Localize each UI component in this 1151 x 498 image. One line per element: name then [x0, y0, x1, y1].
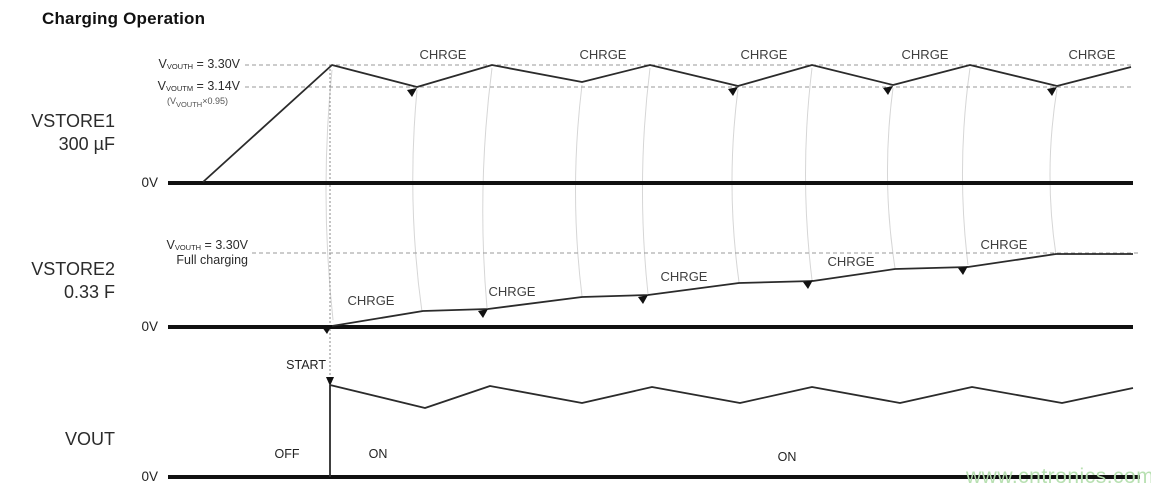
vstore1-ref-high-label: VVOUTH = 3.30V: [100, 57, 240, 72]
vstore1-waveform: [202, 64, 1132, 183]
vstore1-ref-mid-label: VVOUTM = 3.14V: [100, 79, 240, 94]
full-charging-label: Full charging: [176, 253, 248, 267]
vstore2-ref-label: VVOUTH = 3.30V Full charging: [108, 238, 248, 268]
vstore1-signal-name: VSTORE1 300 µF: [20, 110, 115, 155]
vstore2-signal-name: VSTORE2 0.33 F: [20, 258, 115, 303]
vout-name: VOUT: [64, 429, 115, 449]
v2-ref-sub: VOUTH: [174, 242, 202, 252]
charge-arrow-icon: [322, 325, 332, 334]
vout-zero-label: 0V: [141, 469, 158, 484]
charge-arrow-icon: [728, 87, 738, 96]
chrge-label-vstore1: CHRGE: [1068, 47, 1116, 62]
vstore2-zero-label: 0V: [141, 319, 158, 334]
note-pre: (V: [166, 96, 176, 106]
ref-mid-sub: VOUTM: [165, 83, 194, 93]
chrge-label-vstore2: CHRGE: [980, 237, 1028, 252]
vout-off-label: OFF: [274, 447, 300, 461]
ref-mid-post: = 3.14V: [193, 79, 240, 93]
ref-high-post: = 3.30V: [193, 57, 240, 71]
event-link-arc: [731, 88, 740, 283]
event-link-arc: [325, 69, 334, 321]
vout-on-label-left: ON: [368, 447, 388, 461]
ref-mid-pre: V: [157, 79, 166, 93]
event-link-arc: [805, 67, 813, 281]
charge-arrow-icon: [883, 86, 893, 95]
start-arrow-icon: [326, 377, 334, 386]
vstore2-ref-line1: VVOUTH = 3.30V: [108, 238, 248, 253]
chrge-label-vstore2: CHRGE: [660, 269, 708, 284]
note-post: ×0.95): [202, 96, 228, 106]
vstore1-ref-note: (VVOUTH×0.95): [100, 96, 228, 109]
start-label: START: [286, 358, 326, 372]
chrge-label-vstore1: CHRGE: [740, 47, 788, 62]
vstore2-name: VSTORE2: [31, 259, 115, 279]
chrge-label-vstore2: CHRGE: [488, 284, 536, 299]
chrge-label-vstore2: CHRGE: [347, 293, 395, 308]
event-link-arc: [575, 84, 583, 297]
ref-high-pre: V: [158, 57, 167, 71]
charge-arrow-icon: [803, 280, 813, 289]
vout-on-label-right: ON: [777, 450, 797, 464]
vout-waveform: [329, 384, 1134, 477]
event-link-arc: [482, 67, 493, 309]
vstore1-name: VSTORE1: [31, 111, 115, 131]
chrge-label-vstore2: CHRGE: [827, 254, 875, 269]
chrge-label-vstore1: CHRGE: [419, 47, 467, 62]
charge-arrow-icon: [638, 295, 648, 304]
chrge-label-vstore1: CHRGE: [901, 47, 949, 62]
vstore2-waveform: [331, 253, 1133, 327]
v2-ref-pre: V: [166, 238, 175, 252]
note-sub: VOUTH: [175, 99, 203, 109]
vstore1-capacitance: 300 µF: [58, 133, 115, 154]
event-link-arc: [1049, 88, 1058, 256]
v2-ref-post: = 3.30V: [201, 238, 248, 252]
charge-arrow-icon: [1047, 87, 1057, 96]
page-title: Charging Operation: [42, 9, 206, 28]
charge-arrow-icon: [478, 309, 488, 318]
vstore2-capacitance: 0.33 F: [63, 281, 115, 302]
charge-arrow-icon: [958, 266, 968, 275]
chrge-label-vstore1: CHRGE: [579, 47, 627, 62]
event-link-arc: [412, 89, 423, 313]
event-link-arc: [961, 67, 971, 266]
event-link-arc: [886, 87, 896, 269]
vstore1-zero-label: 0V: [141, 175, 158, 190]
ref-high-sub: VOUTH: [166, 61, 194, 71]
vout-signal-name: VOUT: [20, 428, 115, 451]
charge-arrow-icon: [407, 88, 417, 97]
watermark: www.cntronics.com: [966, 465, 1151, 488]
